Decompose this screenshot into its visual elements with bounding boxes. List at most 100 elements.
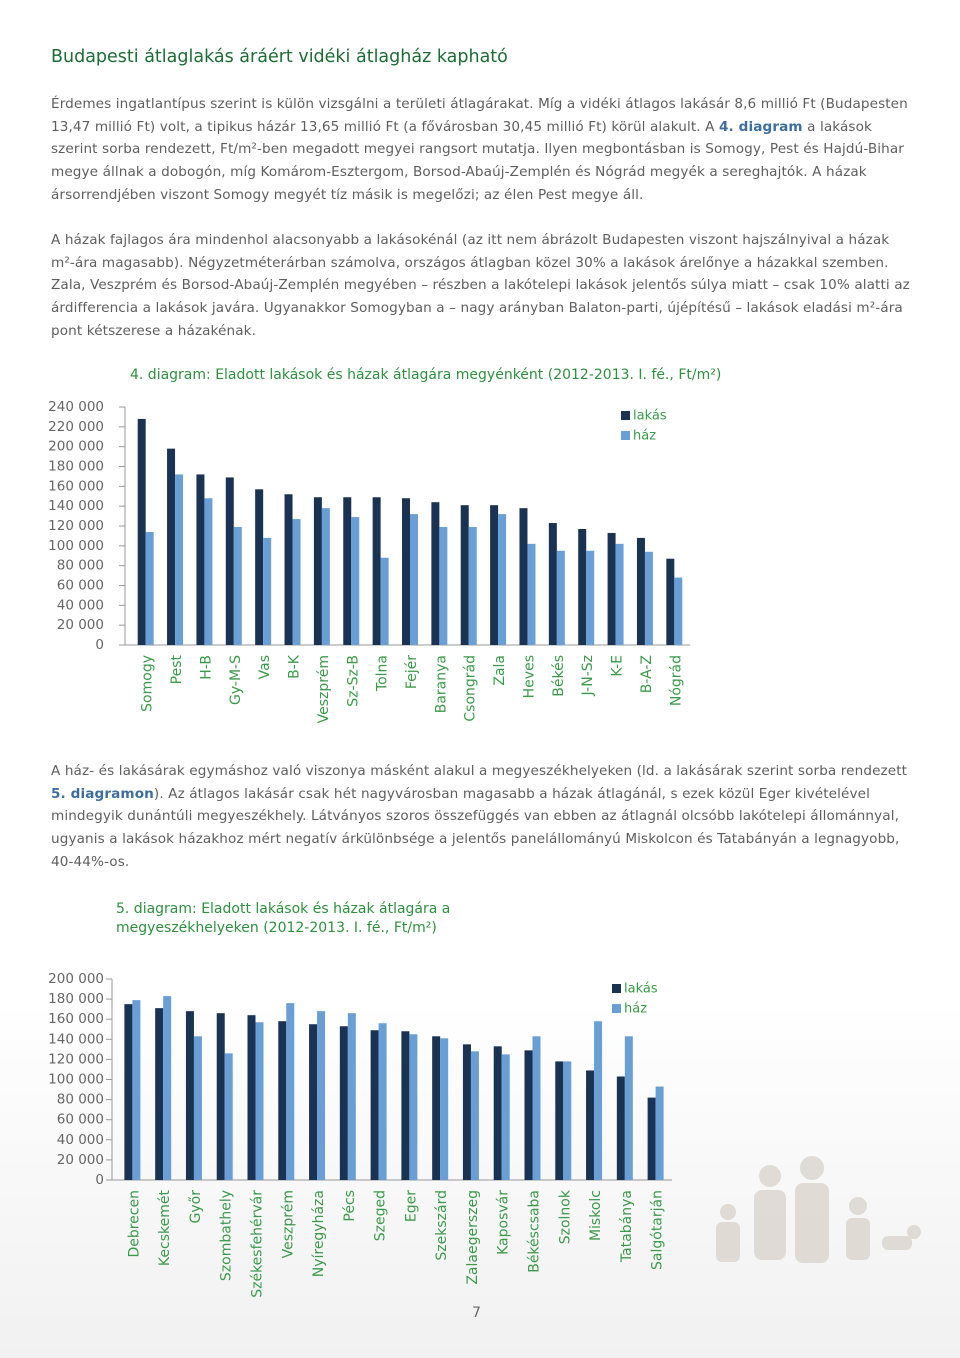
x-tick-label: Sz-Sz-B <box>345 655 361 707</box>
x-tick-label: J-N-Sz <box>580 655 596 696</box>
text: ). Az átlagos lakásár csak hét nagyváros… <box>51 785 900 870</box>
bar <box>175 474 184 645</box>
bar <box>124 1004 133 1180</box>
bar <box>233 526 242 645</box>
bar <box>548 523 557 645</box>
bar <box>555 1061 564 1180</box>
bar <box>674 577 683 645</box>
x-tick-label: Veszprém <box>316 655 332 723</box>
chart-title: 4. diagram: Eladott lakások és házak átl… <box>130 367 722 383</box>
bar <box>460 505 469 645</box>
x-tick-label: Eger <box>403 1190 419 1222</box>
y-tick-label: 200 000 <box>48 971 104 987</box>
bar <box>309 1024 318 1180</box>
page-number: 7 <box>472 1305 481 1321</box>
x-tick-label: Pest <box>169 654 185 684</box>
y-tick-label: 0 <box>95 1172 104 1188</box>
y-tick-label: 120 000 <box>48 1051 104 1067</box>
y-tick-label: 80 000 <box>57 558 104 574</box>
x-tick-label: K-E <box>610 655 626 677</box>
text: Érdemes ingatlantípus szerint is külön v… <box>51 96 908 135</box>
bar <box>563 1061 572 1180</box>
bar <box>372 497 381 645</box>
decoration <box>849 1197 867 1215</box>
bar <box>501 1054 510 1180</box>
y-tick-label: 60 000 <box>57 578 104 594</box>
y-tick-label: 140 000 <box>48 1031 104 1047</box>
x-tick-label: Zala <box>492 655 508 686</box>
legend-swatch <box>621 411 630 420</box>
y-tick-label: 80 000 <box>57 1092 104 1108</box>
legend-label: ház <box>633 429 656 444</box>
bar <box>193 1036 202 1180</box>
x-tick-label: Baranya <box>433 655 449 713</box>
bar <box>556 550 565 645</box>
x-tick-label: Debrecen <box>126 1190 142 1258</box>
text: a lakások szerint sorba rendezett, Ft/m²… <box>51 118 904 203</box>
bar <box>410 514 418 645</box>
x-tick-label: Győr <box>188 1190 204 1224</box>
bar <box>498 514 507 645</box>
x-tick-label: Kecskemét <box>157 1190 173 1267</box>
y-tick-label: 100 000 <box>48 1072 104 1088</box>
bar <box>255 1022 264 1180</box>
y-tick-label: 20 000 <box>57 1152 104 1168</box>
x-tick-label: Somogy <box>140 655 156 712</box>
bar <box>292 519 301 645</box>
x-tick-label: Szekszárd <box>434 1190 450 1261</box>
bar <box>343 497 352 645</box>
bar <box>380 557 389 645</box>
decoration <box>754 1190 786 1260</box>
y-tick-label: 0 <box>95 637 104 653</box>
decoration <box>716 1222 740 1262</box>
bar <box>586 1070 595 1180</box>
text: A házak fajlagos ára mindenhol alacsonya… <box>51 232 910 339</box>
x-tick-label: H-B <box>198 655 214 680</box>
bar <box>167 448 176 645</box>
bar <box>527 543 536 645</box>
bar <box>163 996 172 1180</box>
bar <box>155 1008 164 1180</box>
bar <box>224 1053 233 1180</box>
page-title: Budapesti átlaglakás áráért vidéki átlag… <box>51 47 508 67</box>
bar <box>339 1026 348 1180</box>
bar <box>145 531 154 645</box>
x-tick-label: Tatabánya <box>619 1190 635 1263</box>
text: A ház- és lakásárak egymáshoz való viszo… <box>51 763 908 779</box>
x-tick-label: Békés <box>551 655 567 697</box>
chart-title: 5. diagram: Eladott lakások és házak átl… <box>116 901 451 936</box>
bar <box>132 1000 141 1180</box>
bar <box>524 1050 533 1180</box>
bar <box>644 551 653 645</box>
bar <box>378 1023 387 1180</box>
bar <box>278 1021 287 1180</box>
y-tick-label: 40 000 <box>57 1132 104 1148</box>
y-tick-label: 40 000 <box>57 597 104 613</box>
bar <box>615 543 624 645</box>
x-tick-label: B-K <box>287 654 303 679</box>
legend-label: ház <box>624 1002 647 1017</box>
bar <box>196 474 205 645</box>
decoration <box>800 1156 824 1180</box>
y-tick-label: 180 000 <box>48 991 104 1007</box>
x-tick-label: Székesfehérvár <box>250 1190 266 1298</box>
bar <box>255 489 264 645</box>
bar <box>493 1046 502 1180</box>
bar <box>470 1051 479 1180</box>
bar <box>624 1036 633 1180</box>
paragraph: A ház- és lakásárak egymáshoz való viszo… <box>51 760 911 874</box>
bar <box>468 526 477 645</box>
legend-swatch <box>612 984 621 993</box>
bar <box>616 1076 625 1180</box>
bar <box>321 508 330 645</box>
bar <box>313 497 322 645</box>
x-tick-label: Tolna <box>375 655 391 692</box>
bar <box>370 1030 379 1180</box>
decoration <box>795 1183 829 1263</box>
x-tick-label: Vas <box>257 655 273 679</box>
y-tick-label: 160 000 <box>48 478 104 494</box>
bar <box>440 1038 449 1180</box>
text: 4. diagram <box>718 118 803 135</box>
y-tick-label: 180 000 <box>48 459 104 475</box>
